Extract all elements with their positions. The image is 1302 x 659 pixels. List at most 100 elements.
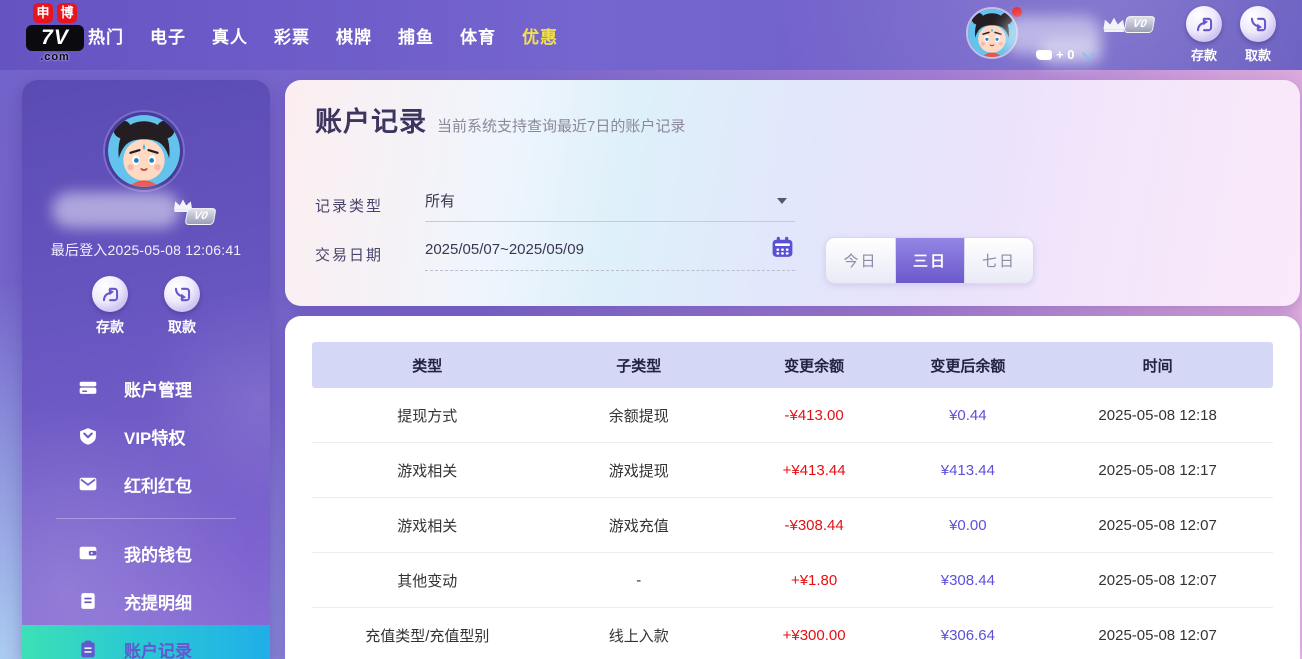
nav-item-优惠[interactable]: 优惠: [522, 27, 558, 47]
navbar-action-button-存款[interactable]: 存款: [1182, 6, 1226, 64]
cell-after: ¥308.44: [940, 571, 995, 589]
table-header-cell: 变更后余额: [930, 357, 1006, 375]
account-records-panel: 账户记录 当前系统支持查询最近7日的账户记录 记录类型 所有 交易日期 2025…: [285, 80, 1300, 306]
table-header-cell: 子类型: [616, 357, 662, 375]
notification-dot: [1012, 7, 1022, 17]
clipboard-icon: [78, 639, 98, 659]
records-table-panel: 类型 子类型 变更余额 变更后余额 时间 提现方式 余额提现 -¥413.00 ¥0.44 20…: [285, 316, 1300, 659]
sidebar-action-button-取款[interactable]: 取款: [160, 276, 204, 337]
sidebar-item-充提明细[interactable]: 充提明细: [22, 577, 270, 625]
sidebar-item-label: VIP特权: [124, 428, 186, 448]
table-body: 提现方式 余额提现 -¥413.00 ¥0.44 2025-05-08 12:18 游戏相…: [312, 388, 1273, 659]
cell-type: 提现方式: [397, 407, 458, 425]
navbar-action-label: 存款: [1190, 48, 1217, 63]
sidebar-item-label: 充提明细: [124, 593, 192, 613]
cell-type: 游戏相关: [397, 517, 458, 535]
sidebar-menu: 账户管理 VIP特权红利红包我的钱包充提明细账户记录: [22, 364, 270, 659]
calendar-icon[interactable]: [770, 235, 795, 265]
cell-subtype: 线上入款: [608, 627, 669, 645]
cell-change: +¥1.80: [790, 571, 838, 589]
vip-level-badge[interactable]: V0: [1123, 16, 1156, 33]
table-row: 其他变动 - +¥1.80 ¥308.44 2025-05-08 12:07: [312, 553, 1273, 608]
cell-change: +¥413.44: [782, 461, 846, 479]
sidebar-item-VIP特权[interactable]: VIP特权: [22, 412, 270, 460]
cell-subtype: 游戏充值: [608, 517, 669, 535]
navbar-action-label: 取款: [1244, 48, 1271, 63]
sidebar-item-label: 我的钱包: [124, 545, 192, 565]
sidebar-item-账户管理[interactable]: 账户管理: [22, 364, 270, 412]
cell-subtype: -: [636, 571, 642, 589]
range-button-七日[interactable]: 七日: [964, 238, 1033, 283]
sidebar-item-label: 账户管理: [124, 380, 192, 400]
cell-time: 2025-05-08 12:07: [1098, 516, 1217, 534]
vip-shield-icon: [78, 426, 98, 446]
table-row: 提现方式 余额提现 -¥413.00 ¥0.44 2025-05-08 12:18: [312, 388, 1273, 443]
sidebar-item-label: 红利红包: [124, 476, 192, 496]
range-button-三日[interactable]: 三日: [895, 238, 964, 283]
sidebar-avatar: [105, 112, 183, 190]
range-button-今日[interactable]: 今日: [826, 238, 895, 283]
date-range-input[interactable]: 2025/05/07~2025/05/09: [425, 229, 795, 271]
table-header-cell: 变更余额: [784, 357, 845, 375]
nav-item-电子[interactable]: 电子: [150, 27, 186, 47]
sidebar-actions: 存款 取款: [22, 276, 270, 337]
sidebar-vip-badge: V0: [184, 208, 217, 225]
logo-domain: .com: [40, 51, 70, 63]
sidebar-action-label: 存款: [96, 319, 124, 335]
nav-item-彩票[interactable]: 彩票: [274, 27, 310, 47]
table-header-cell: 时间: [1142, 357, 1173, 375]
cell-time: 2025-05-08 12:17: [1098, 461, 1217, 479]
chevron-down-icon[interactable]: [1082, 46, 1096, 60]
wallet-icon: [78, 543, 98, 563]
nav-item-体育[interactable]: 体育: [460, 27, 496, 47]
document-icon: [78, 591, 98, 611]
date-range-label: 交易日期: [315, 247, 384, 264]
balance-text: + 0: [1056, 47, 1075, 62]
record-type-label: 记录类型: [315, 198, 384, 215]
nav-item-捕鱼[interactable]: 捕鱼: [398, 27, 434, 47]
cell-subtype: 余额提现: [608, 407, 669, 425]
cell-time: 2025-05-08 12:07: [1098, 626, 1217, 644]
sidebar-item-红利红包[interactable]: 红利红包: [22, 460, 270, 508]
cell-time: 2025-05-08 12:07: [1098, 571, 1217, 589]
wallet-mini-icon: [1036, 49, 1052, 60]
sidebar: V0 最后登入2025-05-08 12:06:41 存款 取款 账户管理 VIP特…: [22, 80, 270, 659]
table-row: 充值类型/充值型别 线上入款 +¥300.00 ¥306.64 2025-05-08 1…: [312, 608, 1273, 659]
cell-change: +¥300.00: [782, 626, 846, 644]
cell-after: ¥306.64: [940, 626, 995, 644]
page-title: 账户记录: [315, 107, 427, 137]
main-nav: 热门 电子 真人 彩票 棋牌 捕鱼 体育 优惠: [88, 0, 558, 70]
sidebar-divider: [56, 518, 236, 519]
sidebar-username-redacted: [52, 192, 180, 228]
sidebar-item-我的钱包[interactable]: 我的钱包: [22, 529, 270, 577]
cell-after: ¥413.44: [940, 461, 995, 479]
deposit-icon: [92, 276, 128, 312]
navbar-actions: 存款 取款: [1182, 6, 1280, 64]
page-subtitle: 当前系统支持查询最近7日的账户记录: [437, 118, 686, 135]
record-type-select[interactable]: 所有: [425, 180, 795, 222]
sidebar-action-label: 取款: [168, 319, 196, 335]
cell-type: 游戏相关: [397, 462, 458, 480]
cell-after: ¥0.44: [949, 406, 987, 424]
deposit-icon: [1186, 6, 1222, 42]
nav-item-真人[interactable]: 真人: [212, 27, 248, 47]
logo-text: 7V: [26, 25, 84, 51]
envelope-icon: [78, 474, 98, 494]
site-logo[interactable]: 申 博 7V .com: [18, 3, 92, 64]
withdraw-icon: [164, 276, 200, 312]
cell-type: 充值类型/充值型别: [365, 627, 490, 645]
table-header-row: 类型 子类型 变更余额 变更后余额 时间: [312, 342, 1273, 388]
navbar-action-button-取款[interactable]: 取款: [1236, 6, 1280, 64]
top-navbar: 申 博 7V .com 热门 电子 真人 彩票 棋牌 捕鱼 体育 优惠 V0 + 0 存款 取款: [0, 0, 1302, 70]
balance-row[interactable]: + 0: [1036, 46, 1096, 62]
sidebar-action-button-存款[interactable]: 存款: [88, 276, 132, 337]
nav-item-棋牌[interactable]: 棋牌: [336, 27, 372, 47]
nav-item-热门[interactable]: 热门: [88, 27, 124, 47]
cell-time: 2025-05-08 12:18: [1098, 406, 1217, 424]
cell-change: -¥308.44: [784, 516, 844, 534]
record-type-value: 所有: [425, 193, 456, 210]
sidebar-item-账户记录[interactable]: 账户记录: [22, 625, 270, 659]
logo-chips: 申 博: [18, 3, 92, 23]
crown-icon: [1101, 16, 1127, 38]
